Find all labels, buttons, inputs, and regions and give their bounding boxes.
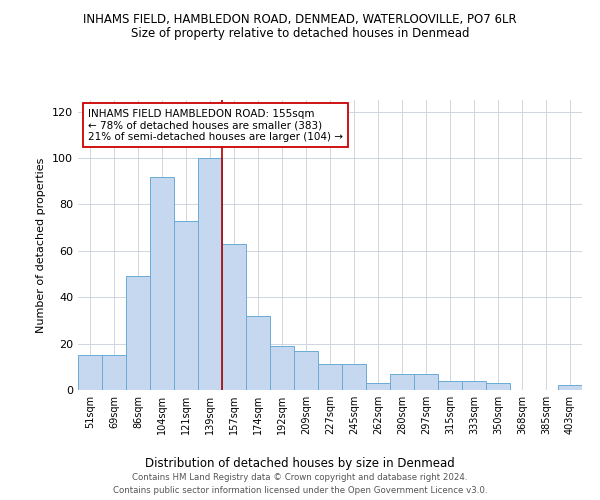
Y-axis label: Number of detached properties: Number of detached properties — [37, 158, 46, 332]
Bar — [126, 276, 150, 390]
Bar — [342, 364, 366, 390]
Bar — [294, 350, 318, 390]
Bar — [222, 244, 246, 390]
Bar — [198, 158, 222, 390]
Bar — [366, 383, 390, 390]
Bar — [150, 176, 174, 390]
Bar — [318, 364, 342, 390]
Bar — [558, 386, 582, 390]
Bar — [78, 355, 102, 390]
Text: INHAMS FIELD, HAMBLEDON ROAD, DENMEAD, WATERLOOVILLE, PO7 6LR: INHAMS FIELD, HAMBLEDON ROAD, DENMEAD, W… — [83, 12, 517, 26]
Text: Distribution of detached houses by size in Denmead: Distribution of detached houses by size … — [145, 458, 455, 470]
Bar — [486, 383, 510, 390]
Bar — [438, 380, 462, 390]
Text: Contains HM Land Registry data © Crown copyright and database right 2024.
Contai: Contains HM Land Registry data © Crown c… — [113, 474, 487, 495]
Text: INHAMS FIELD HAMBLEDON ROAD: 155sqm
← 78% of detached houses are smaller (383)
2: INHAMS FIELD HAMBLEDON ROAD: 155sqm ← 78… — [88, 108, 343, 142]
Bar — [270, 346, 294, 390]
Bar — [102, 355, 126, 390]
Bar — [174, 220, 198, 390]
Bar — [462, 380, 486, 390]
Bar — [246, 316, 270, 390]
Bar — [390, 374, 414, 390]
Text: Size of property relative to detached houses in Denmead: Size of property relative to detached ho… — [131, 28, 469, 40]
Bar — [414, 374, 438, 390]
